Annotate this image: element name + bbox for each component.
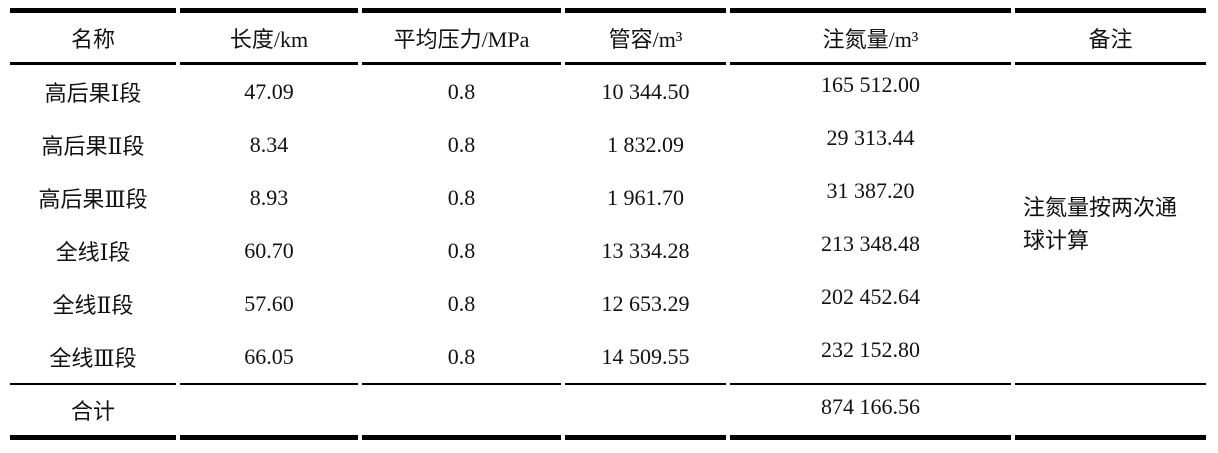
column-header-nitrogen: 注氮量/m³: [730, 8, 1011, 65]
cell-nitrogen-volume: 202 452.64: [730, 277, 1011, 330]
nitrogen-value: 29 313.44: [826, 124, 915, 150]
cell-pressure: 0.8: [447, 290, 476, 316]
cell-segment-name: 全线Ⅱ段: [52, 292, 134, 318]
table-body: 高后果Ⅰ段 47.09 0.8 10 344.50 165 512.00 注氮量…: [10, 65, 1206, 440]
cell-nitrogen-volume: 31 387.20: [730, 171, 1011, 224]
cell-pipe-volume: 1 832.09: [607, 131, 684, 157]
cell-nitrogen-volume: 29 313.44: [730, 118, 1011, 171]
cell-length: 8.34: [249, 131, 289, 157]
column-header-length: 长度/km: [180, 8, 358, 65]
table-header: 名称 长度/km 平均压力/MPa 管容/m³ 注氮量/m³ 备注: [10, 8, 1206, 65]
total-length-empty: [180, 383, 358, 440]
cell-pipe-volume: 13 334.28: [601, 237, 690, 263]
table-row: 全线Ⅱ段 57.60 0.8 12 653.29 202 452.64: [10, 277, 1206, 330]
total-pressure-empty: [362, 383, 561, 440]
column-header-name: 名称: [10, 8, 176, 65]
header-row: 名称 长度/km 平均压力/MPa 管容/m³ 注氮量/m³ 备注: [10, 8, 1206, 65]
total-label: 合计: [10, 383, 176, 440]
cell-length: 47.09: [244, 78, 294, 104]
nitrogen-value: 31 387.20: [826, 177, 915, 203]
cell-pressure: 0.8: [447, 78, 476, 104]
cell-pipe-volume: 1 961.70: [607, 184, 684, 210]
nitrogen-value: 232 152.80: [821, 336, 920, 362]
cell-segment-name: 全线Ⅰ段: [55, 239, 131, 265]
cell-pressure: 0.8: [447, 237, 476, 263]
cell-segment-name: 高后果Ⅲ段: [38, 186, 148, 212]
nitrogen-value: 874 166.56: [821, 394, 920, 419]
nitrogen-injection-table: 名称 长度/km 平均压力/MPa 管容/m³ 注氮量/m³ 备注 高后果Ⅰ段 …: [6, 8, 1210, 440]
cell-nitrogen-volume: 232 152.80: [730, 330, 1011, 383]
table-row: 高后果Ⅲ段 8.93 0.8 1 961.70 31 387.20: [10, 171, 1206, 224]
cell-length: 66.05: [244, 343, 294, 369]
column-header-volume: 管容/m³: [565, 8, 726, 65]
remark-text: 注氮量按两次通球计算: [1023, 195, 1178, 253]
table-row: 高后果Ⅱ段 8.34 0.8 1 832.09 29 313.44: [10, 118, 1206, 171]
total-remark-empty: [1015, 383, 1206, 440]
nitrogen-value: 202 452.64: [821, 283, 920, 309]
cell-pressure: 0.8: [447, 343, 476, 369]
column-header-pressure: 平均压力/MPa: [362, 8, 561, 65]
cell-pressure: 0.8: [447, 131, 476, 157]
table-row: 高后果Ⅰ段 47.09 0.8 10 344.50 165 512.00 注氮量…: [10, 65, 1206, 254]
nitrogen-value: 165 512.00: [821, 71, 920, 97]
total-volume-empty: [565, 383, 726, 440]
cell-segment-name: 高后果Ⅱ段: [41, 133, 145, 159]
cell-pipe-volume: 12 653.29: [601, 290, 690, 316]
total-row: 合计 874 166.56: [10, 383, 1206, 440]
cell-pressure: 0.8: [447, 184, 476, 210]
cell-length: 60.70: [244, 237, 294, 263]
column-header-remark: 备注: [1015, 8, 1206, 65]
cell-length: 8.93: [249, 184, 289, 210]
cell-pipe-volume: 14 509.55: [601, 343, 690, 369]
cell-segment-name: 全线Ⅲ段: [49, 345, 137, 371]
cell-length: 57.60: [244, 290, 294, 316]
table-row: 全线Ⅰ段 60.70 0.8 13 334.28 213 348.48: [10, 224, 1206, 277]
cell-pipe-volume: 10 344.50: [601, 78, 690, 104]
cell-remark-merged: 注氮量按两次通球计算: [1015, 65, 1206, 383]
nitrogen-value: 213 348.48: [821, 230, 920, 256]
cell-nitrogen-volume: 213 348.48: [730, 224, 1011, 277]
total-nitrogen-value: 874 166.56: [730, 383, 1011, 440]
table-row: 全线Ⅲ段 66.05 0.8 14 509.55 232 152.80: [10, 330, 1206, 383]
cell-nitrogen-volume: 165 512.00: [730, 65, 1011, 118]
cell-segment-name: 高后果Ⅰ段: [44, 80, 142, 106]
